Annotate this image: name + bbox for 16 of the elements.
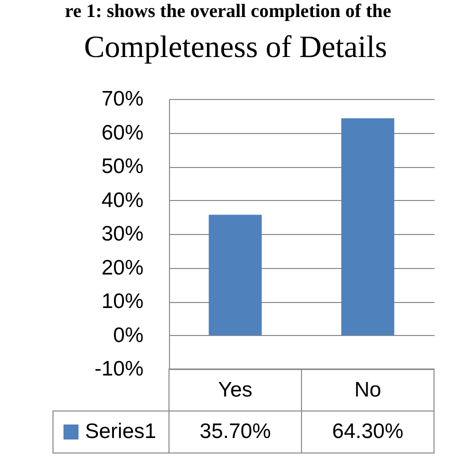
y-tick-label: 40% [101, 188, 144, 212]
y-tick-label: 20% [101, 256, 144, 280]
x-tick-label: Yes [218, 378, 252, 402]
y-tick-label: 50% [101, 155, 144, 178]
y-tick-label: 0% [113, 324, 144, 347]
chart-title: Completeness of Details [84, 29, 388, 64]
x-tick-label: No [354, 378, 382, 402]
y-tick-label: -10% [94, 358, 144, 380]
legend-label: Series1 [85, 420, 156, 443]
data-label: 64.30% [332, 420, 404, 443]
y-tick-label: 10% [101, 290, 144, 313]
y-tick-label: 60% [101, 121, 144, 144]
y-tick-label: 30% [101, 222, 144, 246]
y-tick-label: 70% [101, 88, 144, 110]
text: re 1: shows the overall completion of the [64, 1, 392, 22]
data-label: 35.70% [200, 420, 271, 443]
